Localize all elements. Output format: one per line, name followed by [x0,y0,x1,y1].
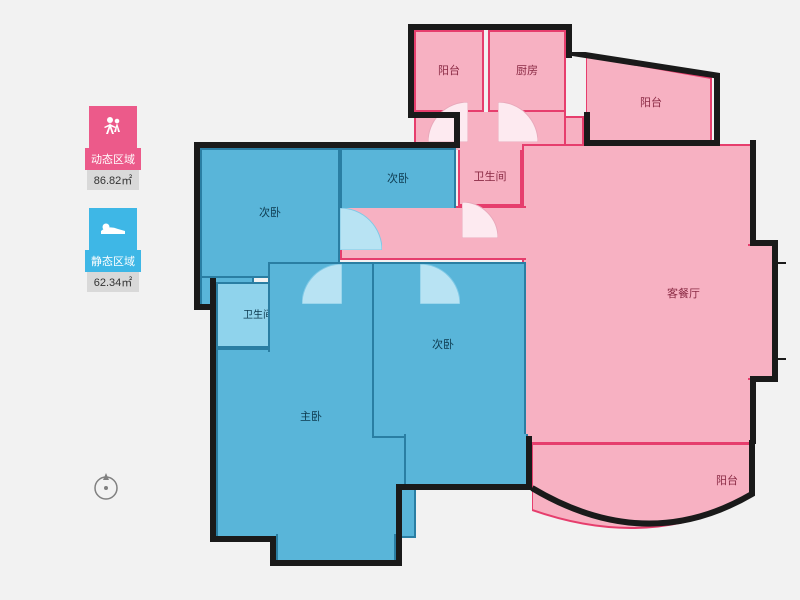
wall-tick [778,262,786,264]
room-label: 次卧 [387,173,409,185]
wall [210,278,216,542]
wall [396,484,532,490]
room-bathroom-top: 卫生间 [458,148,522,206]
legend-static: 静态区域 62.34㎡ [85,208,141,292]
room-balcony-top-left: 阳台 [414,30,484,112]
wall-tick [778,358,786,360]
legend-dynamic-label: 动态区域 [85,148,141,170]
room-label: 阳台 [586,94,716,110]
wall [408,24,572,30]
wall [194,142,200,310]
room-label: 次卧 [259,207,281,219]
wall [270,560,402,566]
floor-plan: 阳台 厨房 阳台 卫生间 客餐厅 [200,20,780,580]
sleep-icon [89,208,137,250]
wall [714,74,720,146]
room-label: 阳台 [438,65,460,77]
room-label: 客餐厅 [667,288,700,300]
door-arc-icon [340,208,382,250]
room-living: 客餐厅 [522,144,752,444]
room-master-bottomext [276,534,396,562]
people-icon [89,106,137,148]
legend-static-value: 62.34㎡ [87,272,139,292]
wall [194,142,458,148]
room-label: 次卧 [432,336,454,352]
door-arc-icon [462,202,498,238]
wall [210,536,276,542]
room-kitchen: 厨房 [488,30,566,112]
room-living-ext [748,244,774,380]
wall [750,140,756,246]
wall [566,52,720,82]
room-bed2-right-ext [404,434,528,486]
wall [526,440,762,556]
room-bed2-left: 次卧 [200,148,340,278]
legend-dynamic: 动态区域 86.82㎡ [85,106,141,190]
legend-dynamic-value: 86.82㎡ [87,170,139,190]
legend-static-label: 静态区域 [85,250,141,272]
wall [584,140,720,146]
wall [750,376,756,444]
door-arc-icon [428,102,468,142]
room-label: 主卧 [300,408,322,424]
door-arc-icon [302,264,342,304]
compass-icon [90,470,122,502]
door-arc-icon [498,102,538,142]
legend-panel: 动态区域 86.82㎡ 静态区域 62.34㎡ [85,106,141,310]
door-arc-icon [420,264,460,304]
wall [584,112,590,146]
room-bed2-mid: 次卧 [340,148,456,208]
room-label: 厨房 [516,65,538,77]
room-label: 卫生间 [474,171,507,183]
wall [408,24,414,116]
wall [396,486,402,566]
wall [408,112,458,118]
